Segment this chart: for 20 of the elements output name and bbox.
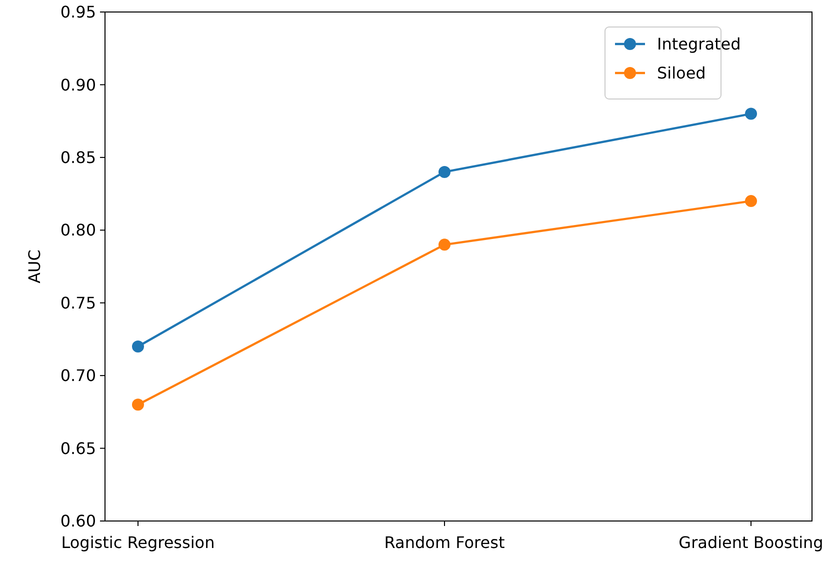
point xyxy=(438,166,450,178)
y-axis-title: AUC xyxy=(25,250,44,284)
y-tick-label: 0.90 xyxy=(60,75,96,94)
point xyxy=(438,238,450,251)
y-tick-label: 0.75 xyxy=(60,293,96,312)
point xyxy=(745,108,757,120)
x-tick-label: Gradient Boosting xyxy=(678,533,824,552)
y-tick-label: 0.60 xyxy=(60,512,96,531)
point xyxy=(132,340,144,352)
y-tick-label: 0.80 xyxy=(60,220,96,240)
x-tick-label: Random Forest xyxy=(384,533,505,552)
y-tick-label: 0.85 xyxy=(60,148,96,168)
x-tick-label: Logistic Regression xyxy=(61,533,215,552)
legend-label: Integrated xyxy=(657,34,741,54)
y-tick-label: 0.65 xyxy=(60,438,96,458)
point xyxy=(745,195,757,208)
point xyxy=(132,398,144,411)
y-tick-label: 0.70 xyxy=(60,366,96,386)
y-tick-label: 0.95 xyxy=(60,2,96,22)
legend-label: Siloed xyxy=(657,64,706,83)
